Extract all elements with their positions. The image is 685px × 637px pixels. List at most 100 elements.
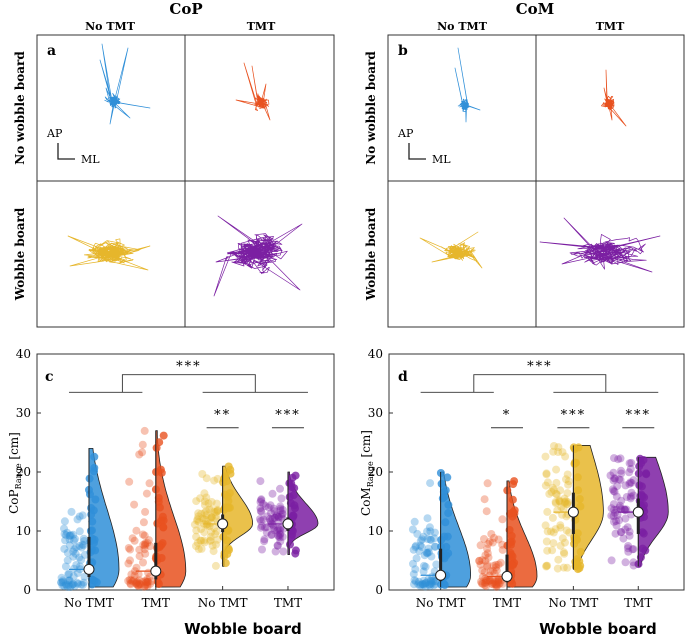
- significance-label: ***: [561, 408, 587, 423]
- data-point: [425, 548, 433, 557]
- data-point: [488, 579, 497, 588]
- data-point: [141, 540, 149, 549]
- data-point: [202, 474, 211, 483]
- data-point: [636, 553, 645, 562]
- y-tick-label: 0: [23, 583, 31, 597]
- data-point: [134, 582, 143, 591]
- data-point: [509, 480, 518, 489]
- median-marker: [282, 518, 294, 530]
- data-point: [146, 579, 155, 588]
- data-point: [259, 499, 268, 508]
- data-point: [611, 474, 620, 483]
- data-point: [262, 523, 271, 532]
- data-point: [141, 549, 150, 558]
- data-point: [475, 557, 484, 565]
- data-point: [256, 515, 264, 524]
- x-tick-label: No TMT: [548, 596, 598, 610]
- com-col-tmt: TMT: [596, 20, 625, 33]
- data-point: [60, 544, 69, 553]
- data-point: [60, 517, 69, 526]
- data-point: [491, 580, 499, 588]
- data-point: [638, 528, 647, 537]
- data-point: [200, 528, 209, 537]
- data-point: [139, 540, 148, 549]
- significance-label: ***: [527, 360, 553, 375]
- data-point: [560, 549, 569, 558]
- data-point: [564, 498, 572, 507]
- data-point: [508, 495, 517, 504]
- data-point: [416, 541, 425, 550]
- data-point: [135, 545, 144, 554]
- data-point: [69, 530, 78, 539]
- data-point: [492, 581, 501, 590]
- data-point: [423, 548, 432, 557]
- data-point: [224, 497, 233, 505]
- violin-3: [606, 454, 669, 570]
- trajectory-path: [419, 231, 483, 269]
- median-marker: [83, 563, 95, 575]
- data-point: [423, 535, 432, 543]
- chart-com-range: d CoMRange [cm] Wobble board 0 10 20 30 40 No…: [359, 347, 685, 637]
- data-point: [140, 545, 149, 554]
- data-point: [410, 517, 419, 526]
- data-point: [273, 541, 282, 550]
- x-tick-label: TMT: [142, 596, 170, 610]
- data-point: [64, 581, 73, 590]
- data-point: [574, 486, 583, 495]
- data-point: [414, 577, 423, 586]
- data-point: [508, 552, 517, 561]
- data-point: [492, 560, 500, 569]
- data-point: [477, 579, 486, 588]
- data-point: [78, 540, 87, 549]
- data-point: [256, 507, 265, 515]
- data-point: [606, 471, 615, 480]
- x-tick-label: No TMT: [198, 596, 248, 610]
- data-point: [560, 494, 569, 503]
- data-point: [556, 541, 565, 550]
- scale-ap-b: AP: [397, 127, 414, 140]
- data-point: [210, 507, 219, 516]
- data-point: [545, 489, 554, 498]
- row-label-nowobble-b: No wobble board: [364, 51, 378, 165]
- data-point: [143, 582, 152, 590]
- data-point: [124, 544, 133, 552]
- data-point: [411, 565, 420, 574]
- data-point: [627, 458, 636, 467]
- data-point: [613, 482, 622, 491]
- data-point: [194, 512, 203, 521]
- data-point: [192, 497, 201, 506]
- data-point: [616, 501, 625, 510]
- data-point: [480, 495, 489, 504]
- data-point: [617, 469, 626, 478]
- data-point: [483, 479, 492, 488]
- y-tick-label: 0: [375, 583, 383, 597]
- data-point: [71, 534, 79, 543]
- data-point: [478, 556, 487, 565]
- y-tick-label: 30: [368, 406, 383, 420]
- data-point: [507, 560, 516, 569]
- data-point: [551, 499, 560, 508]
- data-point: [269, 504, 278, 513]
- data-point: [576, 547, 585, 556]
- data-point: [197, 509, 206, 518]
- data-point: [625, 531, 634, 540]
- data-point: [213, 505, 222, 514]
- data-point: [557, 503, 566, 512]
- data-point: [69, 579, 78, 588]
- data-point: [132, 579, 141, 588]
- data-point: [415, 547, 424, 556]
- data-point: [88, 517, 97, 526]
- data-point: [268, 515, 277, 523]
- data-point: [563, 470, 572, 479]
- data-point: [547, 488, 556, 496]
- data-point: [60, 530, 69, 538]
- significance-label: **: [214, 408, 231, 423]
- cop-title: CoP: [169, 0, 202, 18]
- xlabel-c: Wobble board: [184, 620, 302, 637]
- data-point: [132, 578, 141, 587]
- data-point: [629, 476, 638, 485]
- data-point: [573, 560, 582, 569]
- data-point: [144, 536, 153, 545]
- data-point: [609, 512, 618, 520]
